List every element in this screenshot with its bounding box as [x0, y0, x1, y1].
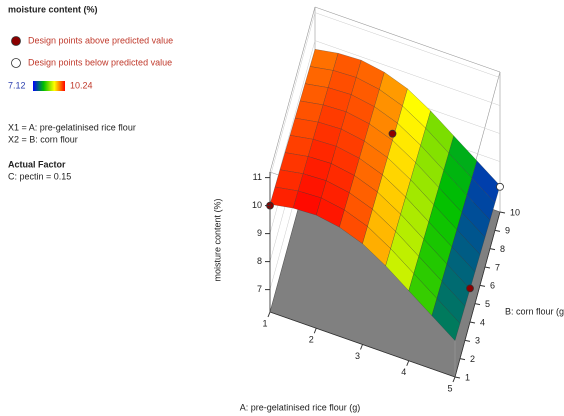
legend-entry: Design points below predicted value — [28, 57, 172, 67]
grid-line — [269, 12, 501, 178]
y-tick — [459, 358, 466, 361]
z-tick-label: 10 — [252, 200, 262, 210]
y-tick — [454, 376, 461, 379]
legend-factor: C: pectin = 0.15 — [8, 171, 71, 181]
legend-entry: Design points above predicted value — [28, 35, 173, 45]
x-tick-label: 4 — [401, 367, 406, 377]
colorbar-max: 10.24 — [70, 80, 93, 90]
y-tick-label: 4 — [480, 317, 485, 327]
colorbar — [33, 81, 65, 91]
design-point — [388, 129, 397, 138]
z-tick-label: 7 — [257, 284, 262, 294]
x-tick — [360, 344, 363, 350]
legend: moisture content (%) Design points above… — [8, 4, 173, 181]
legend-marker — [11, 58, 21, 68]
y-tick — [464, 339, 471, 342]
y-axis-title: B: corn flour (g) — [505, 306, 564, 316]
y-tick — [494, 229, 501, 232]
y-tick-label: 7 — [495, 262, 500, 272]
z-tick-label: 11 — [253, 172, 262, 182]
y-tick-label: 5 — [485, 299, 490, 309]
design-point — [466, 284, 474, 293]
y-tick-label: 9 — [505, 226, 510, 236]
x-tick-label: 3 — [355, 351, 360, 361]
box-edge — [269, 6, 316, 173]
x-tick — [313, 328, 317, 334]
y-tick-label: 2 — [470, 354, 475, 364]
x-tick-label: 5 — [447, 383, 452, 393]
y-tick — [469, 321, 476, 324]
legend-factor: X2 = B: corn flour — [8, 134, 78, 144]
box-edge — [314, 6, 501, 73]
surface-cell — [431, 298, 461, 341]
legend-marker — [11, 36, 21, 46]
grid-line — [269, 40, 501, 206]
x-tick-label: 1 — [262, 318, 267, 328]
axis-line — [454, 211, 501, 378]
surface — [269, 49, 501, 341]
x-tick — [452, 376, 456, 383]
y-tick-label: 8 — [500, 244, 505, 254]
y-tick-label: 10 — [510, 207, 520, 217]
z-tick-label: 9 — [257, 228, 262, 238]
y-tick-label: 1 — [465, 372, 470, 382]
y-tick — [479, 284, 486, 287]
y-tick-label: 6 — [490, 281, 495, 291]
x-tick — [406, 360, 410, 366]
z-axis-title: moisture content (%) — [212, 198, 222, 281]
legend-factor-title: Actual Factor — [8, 159, 66, 169]
z-tick-label: 8 — [257, 256, 262, 266]
legend-factor: X1 = A: pre-gelatinised rice flour — [8, 122, 136, 132]
legend-title: moisture content (%) — [8, 4, 98, 14]
x-tick — [267, 311, 271, 318]
x-axis-title: A: pre-gelatinised rice flour (g) — [240, 402, 361, 412]
y-tick — [484, 266, 491, 269]
y-tick — [474, 303, 481, 306]
colorbar-min: 7.12 — [8, 80, 26, 90]
y-tick — [499, 211, 506, 214]
y-tick — [489, 248, 496, 251]
y-tick-label: 3 — [475, 336, 480, 346]
design-point — [496, 182, 504, 191]
x-tick-label: 2 — [309, 335, 314, 345]
